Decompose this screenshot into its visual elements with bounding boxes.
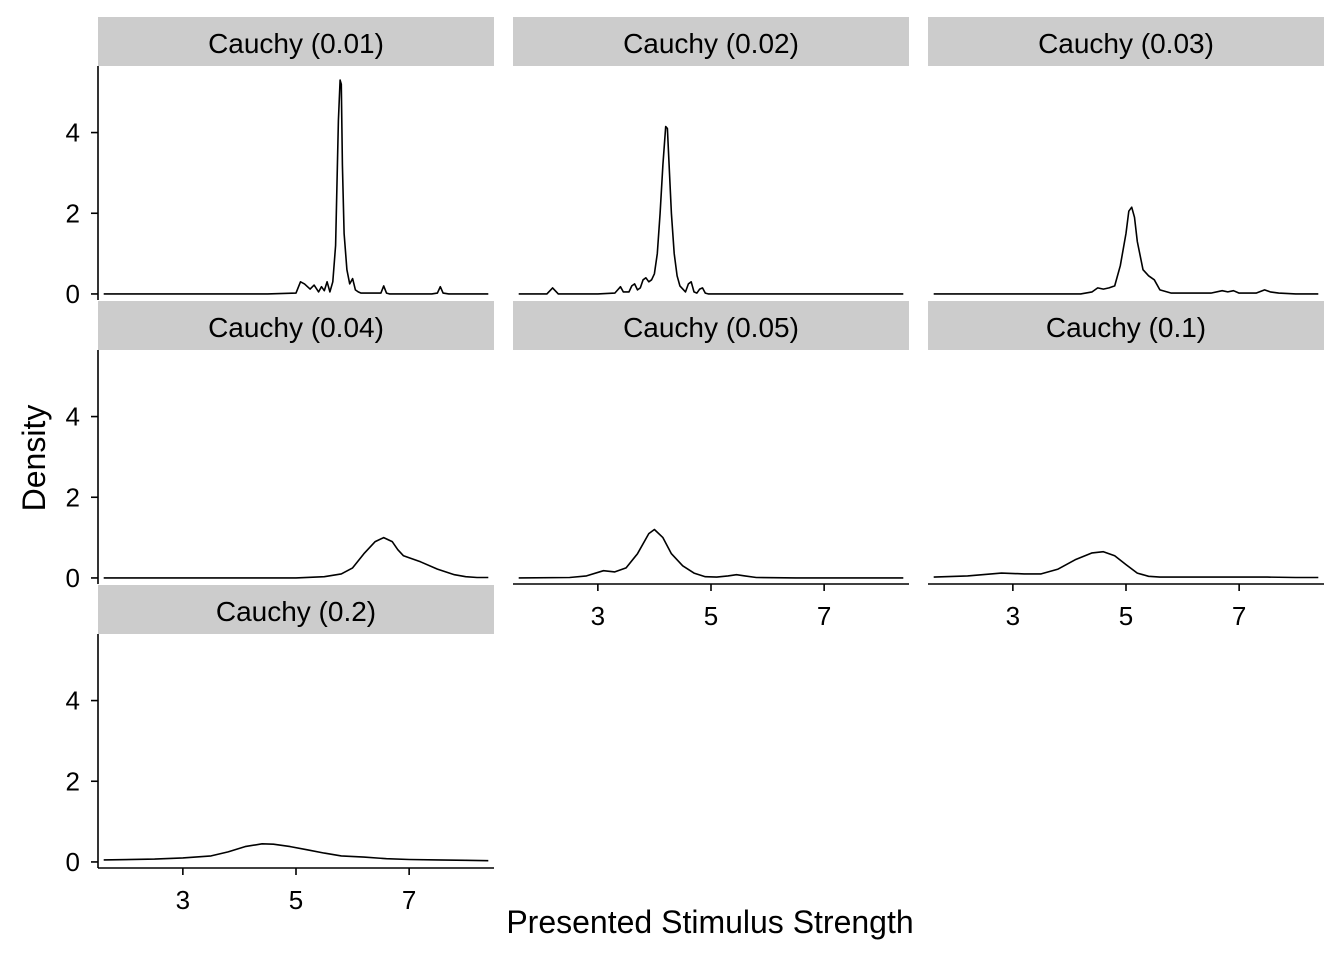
facet-panel: Cauchy (0.2) 0 2 4 3 5 7 [66,585,494,915]
facet-strip [513,301,909,350]
y-axis-title: Density [16,405,52,512]
facet-title: Cauchy (0.05) [623,312,799,343]
y-tick-label: 2 [66,482,80,512]
x-tick-label: 3 [1006,601,1020,631]
density-curve [933,206,1319,295]
facet-panels: Cauchy (0.01) 0 2 4 Cauchy (0.02) Cauchy (0.0… [66,17,1324,915]
facet-panel: Cauchy (0.03) [928,17,1324,295]
y-tick-label: 0 [66,563,80,593]
density-curve [933,550,1319,579]
x-tick-label: 3 [591,601,605,631]
x-tick-label: 5 [1119,601,1133,631]
y-tick-label: 4 [66,402,80,432]
facet-panel: Cauchy (0.01) 0 2 4 [66,17,494,309]
density-curve [518,528,904,579]
facet-title: Cauchy (0.02) [623,28,799,59]
density-curve [518,125,904,295]
facet-strip [928,301,1324,350]
y-tick-label: 0 [66,847,80,877]
x-tick-label: 5 [289,885,303,915]
y-tick-label: 0 [66,279,80,309]
x-tick-label: 3 [176,885,190,915]
facet-panel: Cauchy (0.04) 0 2 4 [66,301,494,593]
density-curve [103,79,489,295]
facet-strip [98,585,494,634]
facet-panel: Cauchy (0.05) 3 5 7 [513,301,909,631]
facet-title: Cauchy (0.2) [216,596,376,627]
y-tick-label: 4 [66,118,80,148]
density-curve [103,842,489,862]
density-curve [103,536,489,579]
facet-strip [513,17,909,66]
x-tick-label: 7 [402,885,416,915]
x-axis-title: Presented Stimulus Strength [506,904,913,940]
facet-strip [98,301,494,350]
facet-panel: Cauchy (0.02) [513,17,909,295]
y-tick-label: 2 [66,766,80,796]
y-tick-label: 2 [66,198,80,228]
facet-title: Cauchy (0.01) [208,28,384,59]
facet-strip [928,17,1324,66]
x-tick-label: 7 [1232,601,1246,631]
facet-title: Cauchy (0.03) [1038,28,1214,59]
x-tick-label: 7 [817,601,831,631]
facet-strip [98,17,494,66]
y-tick-label: 4 [66,686,80,716]
x-tick-label: 5 [704,601,718,631]
facet-title: Cauchy (0.1) [1046,312,1206,343]
facet-panel: Cauchy (0.1) 3 5 7 [928,301,1324,631]
facet-title: Cauchy (0.04) [208,312,384,343]
